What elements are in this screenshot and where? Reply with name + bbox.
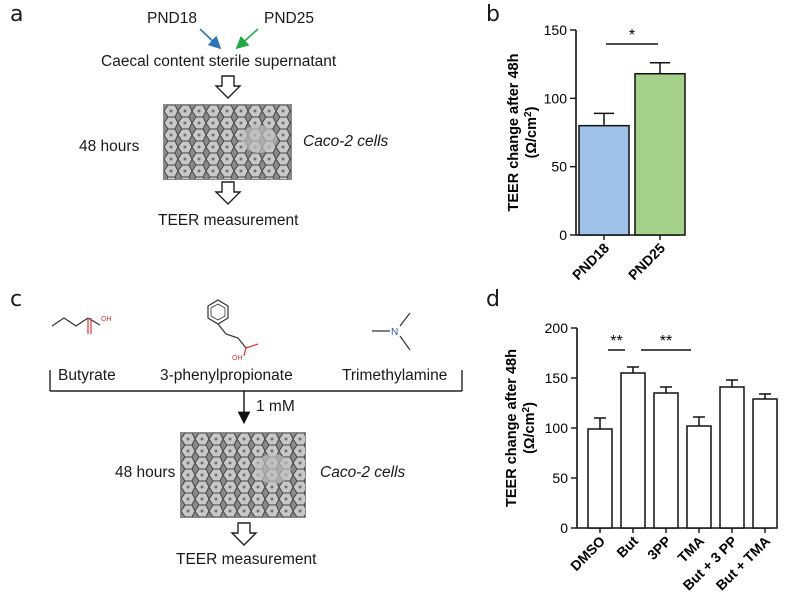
compound-butyrate: Butyrate [58,367,116,384]
down-arrow-icon [214,75,242,99]
cell-micrograph [180,432,306,518]
panel-letter-c: c [10,287,23,312]
y-tick-label: 0 [560,520,568,536]
bar [752,398,778,529]
y-axis-label-units: (Ω/cm2) [521,402,539,454]
y-tick-label: 150 [545,370,569,386]
x-tick-label: PND18 [569,240,612,283]
bar [634,72,686,236]
phenylpropionate-oh-label: OH [232,355,243,362]
y-tick-label: 0 [559,227,567,243]
cells-label-c: Caco-2 cells [320,464,406,481]
significance-label: * [629,27,635,44]
x-tick-label: 3PP [644,533,674,563]
pnd18-arrow [199,28,222,50]
label-pnd18: PND18 [147,10,197,27]
compound-trimethylamine: Trimethylamine [342,367,448,384]
y-axis-label: TEER change after 48h [504,349,520,507]
bar [587,428,613,529]
panel-letter-d: d [486,287,500,312]
pnd25-arrow [235,28,259,50]
concentration-label: 1 mM [256,398,295,415]
measurement-label-c: TEER measurement [176,551,317,568]
chart-b: 0 50 100 150 TEER change after 48h (Ω/cm2) PND… [506,22,686,283]
cells-label-a: Caco-2 cells [303,133,389,150]
butyrate-oh-label: OH [101,316,112,323]
y-tick-label: 50 [552,470,568,486]
x-tick-label: DMSO [567,533,608,574]
y-tick-label: 150 [544,22,568,38]
y-axis-label-units: (Ω/cm2) [523,106,541,158]
trimethylamine-structure [372,312,411,351]
y-axis-label: TEER change after 48h [506,54,522,212]
down-arrow-icon [230,522,258,546]
y-tick-label: 50 [551,159,567,175]
time-label-c: 48 hours [115,464,176,481]
significance-label: ** [610,333,622,350]
trimethylamine-n-label: N [391,327,398,338]
bar [653,392,679,529]
cell-micrograph [163,104,292,180]
panel-letter-a: a [10,2,24,27]
bar [686,425,712,529]
bar [578,124,630,236]
significance-label: ** [660,333,672,350]
down-arrow-icon [214,181,242,205]
bar [719,386,745,529]
phenylpropionate-structure [207,299,259,357]
label-pnd25: PND25 [264,10,314,27]
x-tick-label: PND25 [625,240,668,283]
butyrate-structure [51,317,101,334]
chart-d: 0 50 100 150 200 TEER change after 48h (Ω/cm2)… [504,320,778,593]
compound-3-phenylpropionate: 3-phenylpropionate [160,367,293,384]
panel-letter-b: b [486,2,500,27]
y-tick-label: 100 [544,90,568,106]
y-tick-label: 100 [545,420,569,436]
x-tick-label: But [613,533,641,561]
measurement-label-a: TEER measurement [158,212,299,229]
time-label-a: 48 hours [79,138,140,155]
supernatant-label: Caecal content sterile supernatant [101,53,337,70]
y-tick-label: 200 [545,320,569,336]
bar [620,372,646,529]
